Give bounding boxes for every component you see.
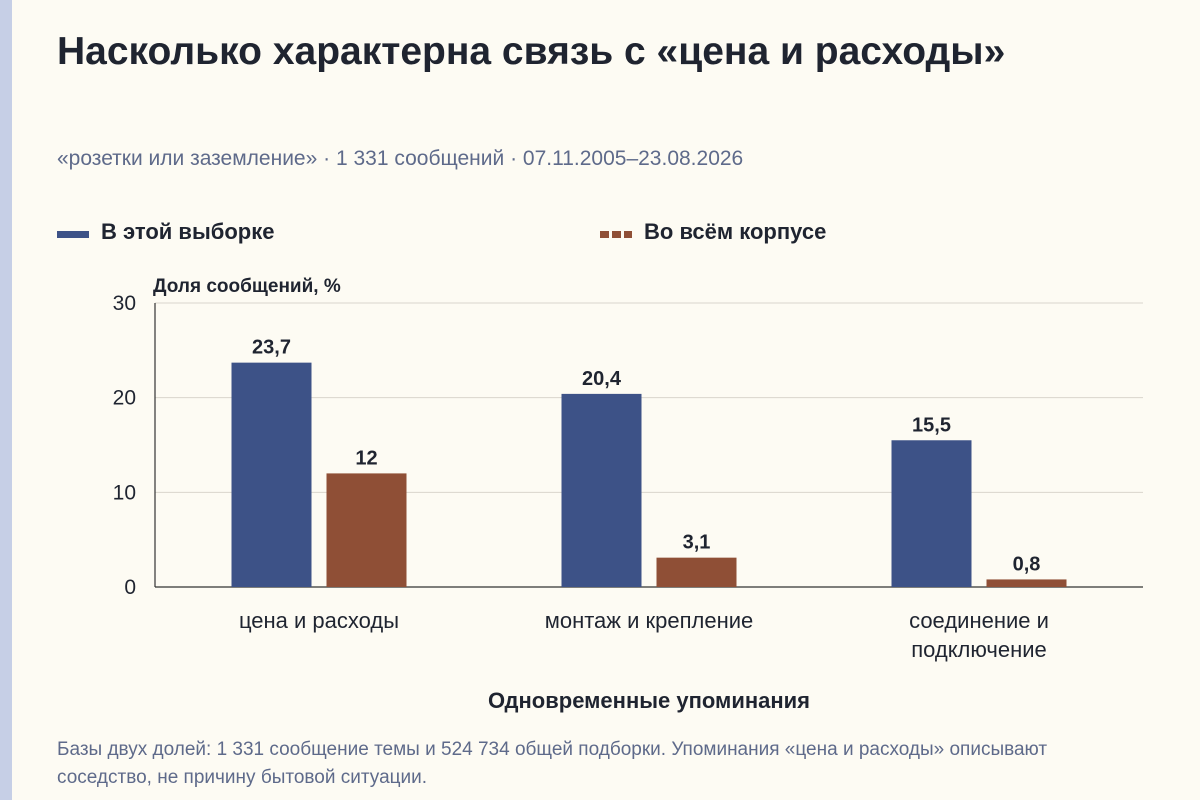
legend-item-corpus: Во всём корпусе bbox=[600, 219, 826, 245]
y-tick-label: 30 bbox=[113, 292, 136, 315]
y-tick-label: 0 bbox=[124, 576, 136, 599]
grid-lines bbox=[154, 302, 1143, 588]
data-label: 23,7 bbox=[252, 337, 291, 359]
bar-sample bbox=[231, 362, 312, 587]
bars bbox=[231, 362, 1067, 587]
data-label: 0,8 bbox=[1013, 553, 1041, 575]
chart-footnote: Базы двух долей: 1 331 сообщение темы и … bbox=[57, 739, 1048, 788]
labels: 0 10 20 30 Доля сообщений, % 23,7 12 цена и рас… bbox=[113, 276, 1049, 713]
bar-sample bbox=[891, 440, 972, 587]
bar-corpus bbox=[656, 557, 737, 587]
y-axis-label: Доля сообщений, % bbox=[153, 276, 341, 297]
bar-sample bbox=[561, 393, 642, 587]
legend-swatch-corpus bbox=[600, 230, 632, 238]
left-accent-stripe bbox=[0, 0, 12, 800]
y-tick-label: 20 bbox=[113, 387, 136, 410]
legend-swatch-sample bbox=[57, 230, 89, 238]
x-category-label: цена и расходы bbox=[239, 608, 399, 633]
data-label: 12 bbox=[355, 447, 377, 469]
chart-subtitle: «розетки или заземление» · 1 331 сообщен… bbox=[57, 147, 744, 170]
bar-corpus bbox=[326, 473, 407, 587]
legend-item-sample: В этой выборке bbox=[57, 219, 274, 245]
x-category-label: монтаж и крепление bbox=[545, 608, 754, 633]
y-tick-label: 10 bbox=[113, 481, 136, 504]
legend-label-corpus: Во всём корпусе bbox=[644, 219, 827, 244]
x-category-label: подключение bbox=[911, 637, 1047, 662]
data-label: 20,4 bbox=[582, 368, 622, 390]
data-label: 15,5 bbox=[912, 414, 951, 436]
x-axis-label: Одновременные упоминания bbox=[488, 688, 810, 713]
data-label: 3,1 bbox=[683, 532, 711, 554]
x-category-label: соединение и bbox=[909, 608, 1049, 633]
chart-title: Насколько характерна связь с «цена и рас… bbox=[57, 30, 1006, 73]
legend-label-sample: В этой выборке bbox=[101, 219, 275, 244]
bar-corpus bbox=[986, 579, 1067, 587]
